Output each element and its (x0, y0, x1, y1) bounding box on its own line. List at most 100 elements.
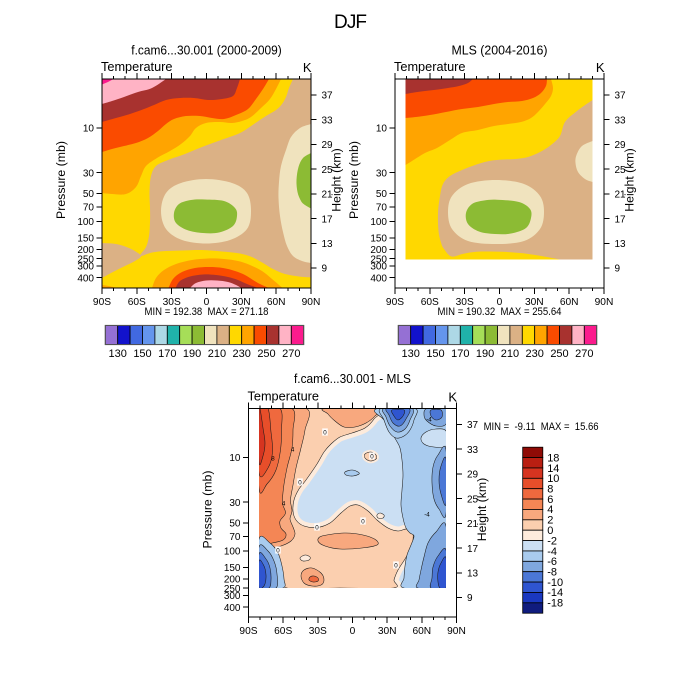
svg-text:190: 190 (183, 348, 201, 360)
svg-text:17: 17 (322, 214, 334, 225)
svg-text:0: 0 (204, 297, 210, 308)
svg-text:29: 29 (467, 470, 479, 481)
svg-text:37: 37 (467, 420, 479, 431)
svg-text:8: 8 (271, 455, 275, 462)
svg-text:9: 9 (322, 264, 328, 275)
svg-text:50: 50 (83, 189, 95, 200)
svg-text:Pressure (mb): Pressure (mb) (54, 141, 68, 219)
svg-text:K: K (448, 390, 457, 405)
svg-text:4: 4 (282, 500, 286, 507)
svg-text:21: 21 (322, 190, 334, 201)
svg-text:300: 300 (370, 262, 387, 273)
svg-text:250: 250 (77, 254, 94, 265)
svg-text:Pressure (mb): Pressure (mb) (347, 141, 361, 219)
svg-text:4: 4 (547, 504, 553, 516)
svg-text:9: 9 (615, 264, 621, 275)
svg-text:270: 270 (282, 348, 300, 360)
svg-text:100: 100 (370, 217, 387, 228)
svg-text:Height (km): Height (km) (475, 478, 489, 542)
svg-text:14: 14 (547, 463, 559, 475)
svg-text:6: 6 (547, 494, 553, 506)
svg-text:-6: -6 (547, 556, 557, 568)
svg-text:210: 210 (208, 348, 226, 360)
svg-text:10: 10 (83, 124, 95, 135)
svg-text:0: 0 (497, 297, 503, 308)
svg-text:100: 100 (77, 217, 94, 228)
svg-text:200: 200 (77, 245, 94, 256)
svg-text:90N: 90N (447, 626, 466, 637)
svg-text:90S: 90S (93, 297, 111, 308)
svg-text:30S: 30S (309, 626, 327, 637)
svg-text:0: 0 (350, 626, 356, 637)
svg-text:270: 270 (575, 348, 593, 360)
svg-text:10: 10 (376, 124, 388, 135)
svg-text:230: 230 (233, 348, 251, 360)
svg-text:MIN = -9.11 MAX = 15.66: MIN = -9.11 MAX = 15.66 (484, 421, 599, 433)
svg-text:90S: 90S (386, 297, 404, 308)
svg-text:MIN = 190.32 MAX = 255.64: MIN = 190.32 MAX = 255.64 (438, 306, 562, 318)
svg-text:-14: -14 (547, 587, 563, 599)
svg-text:170: 170 (158, 348, 176, 360)
svg-text:0: 0 (547, 525, 553, 537)
svg-text:37: 37 (322, 91, 334, 102)
svg-text:-8: -8 (547, 567, 557, 579)
svg-text:400: 400 (370, 273, 387, 284)
svg-text:10: 10 (229, 453, 241, 464)
svg-text:250: 250 (370, 254, 387, 265)
svg-text:400: 400 (77, 273, 94, 284)
svg-text:0: 0 (298, 479, 302, 486)
svg-text:250: 250 (257, 348, 275, 360)
svg-text:9: 9 (467, 593, 473, 604)
svg-text:-18: -18 (547, 598, 563, 610)
svg-text:25: 25 (322, 165, 334, 176)
svg-text:90N: 90N (595, 297, 614, 308)
svg-text:18: 18 (547, 452, 559, 464)
svg-text:400: 400 (224, 603, 241, 614)
svg-text:25: 25 (467, 494, 479, 505)
svg-text:250: 250 (550, 348, 568, 360)
svg-text:60S: 60S (421, 297, 439, 308)
svg-text:0: 0 (315, 524, 319, 531)
svg-text:K: K (596, 60, 605, 75)
svg-text:60N: 60N (412, 626, 431, 637)
svg-text:30S: 30S (456, 297, 474, 308)
svg-text:70: 70 (376, 203, 388, 214)
svg-text:60S: 60S (128, 297, 146, 308)
svg-text:100: 100 (224, 547, 241, 558)
svg-text:130: 130 (109, 348, 127, 360)
svg-text:MLS (2004-2016): MLS (2004-2016) (452, 44, 548, 58)
svg-text:33: 33 (615, 115, 627, 126)
svg-text:30: 30 (83, 168, 95, 179)
svg-text:13: 13 (467, 569, 479, 580)
svg-text:50: 50 (376, 189, 388, 200)
svg-text:MIN = 192.38 MAX = 271.18: MIN = 192.38 MAX = 271.18 (145, 306, 269, 318)
svg-text:150: 150 (77, 234, 94, 245)
svg-text:250: 250 (224, 584, 241, 595)
svg-text:0: 0 (276, 547, 280, 554)
svg-text:30N: 30N (232, 297, 251, 308)
svg-text:60N: 60N (560, 297, 579, 308)
svg-text:Temperature: Temperature (101, 59, 173, 74)
svg-text:17: 17 (467, 544, 479, 555)
svg-text:f.cam6...30.001 (2000-2009): f.cam6...30.001 (2000-2009) (131, 44, 281, 58)
svg-text:0: 0 (394, 562, 398, 569)
svg-text:30N: 30N (525, 297, 544, 308)
svg-text:150: 150 (224, 563, 241, 574)
svg-text:210: 210 (501, 348, 519, 360)
svg-text:0: 0 (361, 518, 365, 525)
svg-text:30: 30 (376, 168, 388, 179)
svg-text:200: 200 (370, 245, 387, 256)
svg-text:200: 200 (224, 575, 241, 586)
svg-text:29: 29 (322, 140, 334, 151)
svg-text:0: 0 (323, 429, 327, 436)
svg-text:-4: -4 (424, 511, 430, 518)
svg-text:21: 21 (467, 519, 479, 530)
svg-text:Height (km): Height (km) (623, 148, 637, 212)
svg-text:230: 230 (526, 348, 544, 360)
svg-text:30S: 30S (163, 297, 181, 308)
svg-text:170: 170 (451, 348, 469, 360)
svg-text:-4: -4 (547, 546, 557, 558)
svg-text:0: 0 (370, 453, 374, 460)
svg-text:37: 37 (615, 91, 627, 102)
svg-text:Temperature: Temperature (248, 389, 320, 404)
